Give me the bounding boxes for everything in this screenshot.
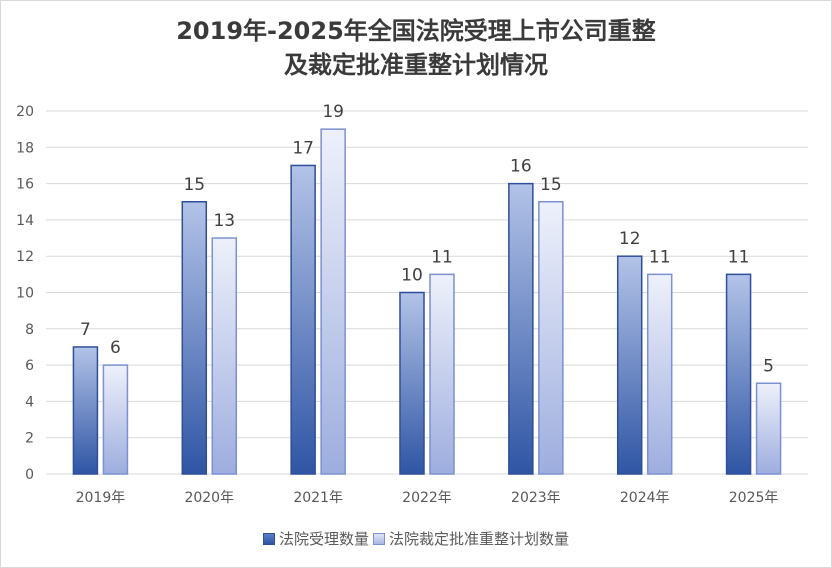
gridlines <box>46 110 808 475</box>
y-axis-ticks: 0 2 4 6 8 10 12 14 16 18 20 <box>16 104 34 483</box>
y-tick-label: 6 <box>25 358 34 374</box>
bar-series-1 <box>290 164 316 475</box>
bar-series-1 <box>508 182 534 475</box>
bar-series-1 <box>181 201 208 475</box>
data-label-series-2: 6 <box>110 338 121 358</box>
y-tick-label: 2 <box>25 431 34 447</box>
legend-swatch-series-2 <box>373 532 385 545</box>
bar-series-2 <box>755 382 782 475</box>
data-label-series-1: 7 <box>80 320 91 340</box>
y-tick-label: 14 <box>16 213 34 229</box>
bar-series-2 <box>646 273 673 475</box>
legend-swatch-series-1 <box>262 532 275 545</box>
bar-series-2 <box>320 128 346 475</box>
data-label-series-1: 15 <box>183 175 205 195</box>
legend-item-series-1: 法院受理数量 <box>262 528 369 549</box>
data-label-series-2: 19 <box>322 102 344 122</box>
data-labels: 76 15 13 17 19 10 11 16 15 12 11 11 5 <box>80 102 774 376</box>
bars <box>72 128 782 475</box>
x-tick-label: 2020年 <box>184 490 234 506</box>
y-tick-label: 16 <box>16 177 34 193</box>
chart-title-line-2: 及裁定批准重整计划情况 <box>284 51 548 79</box>
data-label-series-2: 15 <box>540 175 562 195</box>
legend: 法院受理数量 法院裁定批准重整计划数量 <box>0 528 832 549</box>
x-tick-label: 2021年 <box>293 490 343 506</box>
legend-item-series-2: 法院裁定批准重整计划数量 <box>373 528 569 549</box>
x-tick-label: 2019年 <box>76 490 126 506</box>
bar-series-1 <box>725 273 752 475</box>
x-tick-label: 2024年 <box>620 490 670 506</box>
legend-label-series-1: 法院受理数量 <box>278 530 369 548</box>
x-axis-ticks: 2019年 2020年 2021年 2022年 2023年 2024年 2025年 <box>76 490 779 506</box>
data-label-series-2: 11 <box>431 247 453 267</box>
legend-label-series-2: 法院裁定批准重整计划数量 <box>389 530 570 548</box>
data-label-series-1: 17 <box>292 138 314 158</box>
bar-series-1 <box>399 291 425 475</box>
chart-title-line-1: 2019年-2025年全国法院受理上市公司重整 <box>176 17 656 45</box>
x-tick-label: 2025年 <box>729 490 779 506</box>
y-tick-label: 12 <box>16 249 34 265</box>
bar-series-1 <box>616 255 643 475</box>
data-label-series-2: 13 <box>213 211 235 231</box>
chart-title: 2019年-2025年全国法院受理上市公司重整 及裁定批准重整计划情况 <box>0 14 832 82</box>
data-label-series-1: 10 <box>401 266 423 286</box>
y-tick-label: 18 <box>16 140 34 156</box>
y-tick-label: 0 <box>25 467 34 483</box>
y-tick-label: 10 <box>16 286 34 302</box>
data-label-series-1: 16 <box>510 157 532 177</box>
data-label-series-2: 11 <box>649 247 671 267</box>
x-tick-label: 2023年 <box>511 490 561 506</box>
bar-series-1 <box>72 346 99 475</box>
data-label-series-1: 12 <box>619 229 641 249</box>
bar-series-2 <box>429 273 455 475</box>
data-label-series-1: 11 <box>728 247 750 267</box>
x-tick-label: 2022年 <box>402 490 452 506</box>
data-label-series-2: 5 <box>763 356 774 376</box>
y-tick-label: 20 <box>16 104 34 120</box>
bar-series-2 <box>102 364 129 475</box>
y-tick-label: 8 <box>25 322 34 338</box>
bar-series-2 <box>538 201 564 475</box>
y-tick-label: 4 <box>25 394 34 410</box>
bar-series-2 <box>211 237 238 475</box>
